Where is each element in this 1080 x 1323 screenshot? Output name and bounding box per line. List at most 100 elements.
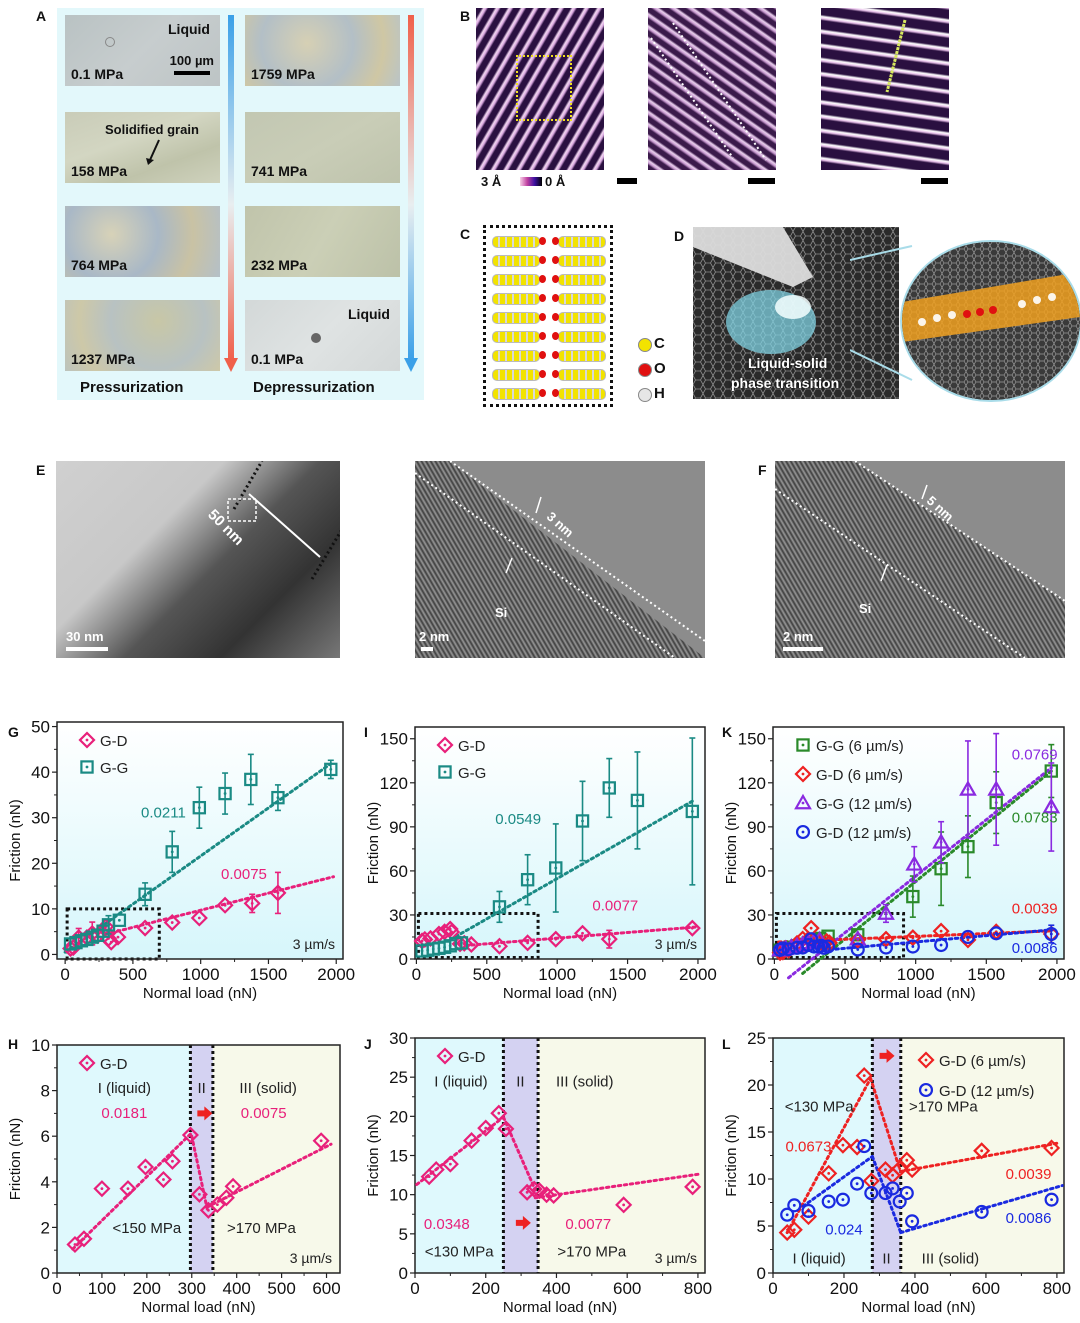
data-point <box>905 1214 920 1229</box>
slope-label-liquid: 0.0181 <box>101 1105 147 1122</box>
data-point <box>903 1161 921 1179</box>
inset-region-box <box>774 911 906 960</box>
alcohol-molecule <box>552 255 606 267</box>
legend-marker <box>80 760 94 774</box>
data-point <box>864 1186 879 1201</box>
bubble-icon <box>105 37 115 47</box>
pressure-label-solid: >170 MPa <box>909 1098 978 1115</box>
data-point <box>545 1186 563 1205</box>
panel-letter-c: C <box>460 226 471 242</box>
x-tick-label: 500 <box>831 965 859 984</box>
y-tick-label: 10 <box>747 1170 766 1189</box>
legend-label: G-D <box>100 1056 128 1073</box>
pressure-label: 158 MPa <box>71 163 128 179</box>
data-point <box>905 855 924 871</box>
data-point <box>1042 797 1061 814</box>
panel-letter-f: F <box>758 462 767 478</box>
plot-frame <box>772 726 1065 960</box>
legend-hydrogen-label: H <box>654 385 665 402</box>
data-point <box>102 933 120 951</box>
legend: G-D (6 µm/s) G-D (12 µm/s) <box>917 1051 1034 1100</box>
molecular-row-guides <box>650 22 767 161</box>
region-i-label: I (liquid) <box>792 1251 845 1268</box>
micrograph-0-1-mpa-liquid: Liquid 100 µm 0.1 MPa <box>65 15 220 86</box>
data-point <box>454 936 469 950</box>
y-tick-label: 0 <box>399 950 408 969</box>
scale-bar <box>174 71 210 75</box>
data-point <box>906 889 920 904</box>
alcohol-molecule <box>492 350 546 362</box>
data-point <box>802 919 820 937</box>
data-point <box>520 873 535 887</box>
x-tick-label: 1500 <box>609 965 647 984</box>
y-tick-label: 120 <box>380 774 408 793</box>
region-iii-label: III (solid) <box>556 1074 614 1091</box>
data-point <box>119 1180 137 1198</box>
y-tick-label: 2 <box>41 1218 50 1237</box>
afm-image-overview <box>476 8 604 170</box>
pressure-label-liquid: <130 MPa <box>425 1244 494 1261</box>
legend-label: G-D (6 µm/s) <box>816 767 903 784</box>
data-point <box>312 1132 330 1150</box>
chart-g-friction-vs-load: 0 500 1000 1500 2000 0 10 20 30 40 50 Normal load (… <box>7 718 355 1002</box>
silicon-label: Si <box>495 605 508 620</box>
data-point <box>630 793 645 808</box>
data-point <box>165 845 179 859</box>
data-point <box>834 1136 852 1154</box>
afm-image-zoom-1 <box>648 8 776 170</box>
slope-label-solid: 0.0077 <box>565 1216 611 1233</box>
data-point <box>787 1198 802 1213</box>
panel-c-molecular-packing <box>483 225 613 407</box>
pressure-label-solid: >170 MPa <box>557 1244 626 1261</box>
legend-label: G-G <box>100 760 128 777</box>
region-1 <box>773 1038 873 1273</box>
x-axis-label: Normal load (nN) <box>503 985 617 1002</box>
x-tick-label: 2000 <box>317 965 355 984</box>
y-tick-label: 8 <box>41 1082 50 1101</box>
zoom-region-box <box>516 55 572 121</box>
scale-label: 2 nm <box>419 629 450 644</box>
x-tick-label: 0 <box>768 1279 777 1298</box>
data-point <box>463 1132 481 1150</box>
data-point <box>112 913 127 927</box>
data-point <box>441 1155 459 1173</box>
fit-line <box>501 1115 537 1192</box>
panel-letter-j: J <box>364 1036 372 1052</box>
y-tick-label: 20 <box>31 854 50 873</box>
data-point <box>891 1160 909 1178</box>
colorbar-max-label: 3 Å <box>481 174 502 189</box>
legend-marker <box>436 736 454 754</box>
coating-boundary-lines <box>415 461 705 658</box>
slope-label-liquid-12: 0.024 <box>825 1221 863 1238</box>
fit-line <box>801 1154 874 1208</box>
x-tick-label: 0 <box>52 1279 61 1298</box>
y-tick-label: 6 <box>41 1127 50 1146</box>
pressure-label: 741 MPa <box>251 163 308 179</box>
chart-i-friction-vs-load: 0 500 1000 1500 2000 0 30 60 90 120 150 Normal load… <box>365 726 717 1002</box>
scale-bar <box>748 178 775 184</box>
region-i-label: I (liquid) <box>434 1074 487 1091</box>
legend-marker <box>78 731 96 749</box>
legend-marker <box>436 1047 454 1065</box>
legend-label: G-D <box>458 738 486 755</box>
alcohol-molecule <box>552 274 606 286</box>
legend-marker <box>438 765 452 779</box>
legend-marker <box>795 824 811 840</box>
x-tick-label: 800 <box>684 1279 712 1298</box>
y-tick-label: 30 <box>747 906 766 925</box>
data-point <box>154 1170 173 1189</box>
alcohol-molecule <box>492 388 546 400</box>
y-tick-label: 0 <box>757 950 766 969</box>
y-tick-label: 90 <box>389 818 408 837</box>
region-ii-label: II <box>516 1074 524 1091</box>
slope-label-gg: 0.0549 <box>495 811 541 828</box>
tem-image-tip: 50 nm 30 nm <box>56 461 340 658</box>
data-point <box>490 1104 508 1122</box>
data-point <box>519 934 537 952</box>
data-point <box>190 1185 208 1203</box>
data-point <box>192 800 207 815</box>
y-tick-label: 60 <box>389 862 408 881</box>
data-point <box>549 861 563 875</box>
data-point <box>974 1204 989 1219</box>
x-tick-label: 200 <box>830 1279 858 1298</box>
